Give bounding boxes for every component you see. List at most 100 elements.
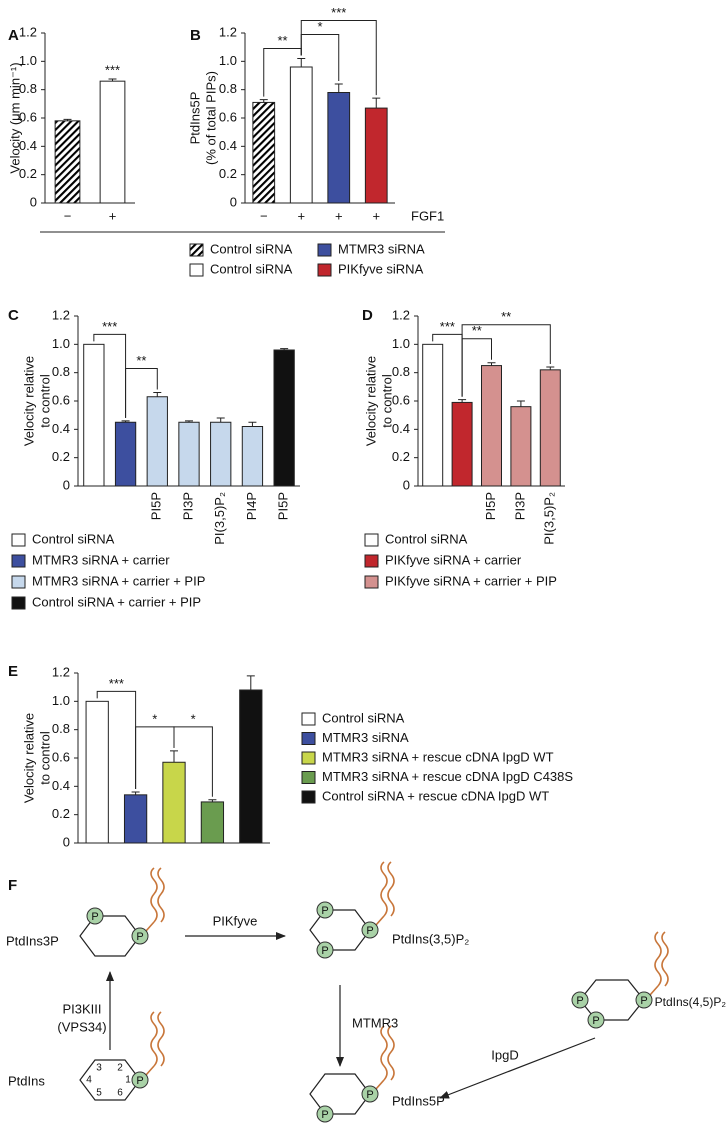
phosphate [131, 1071, 149, 1089]
y-tick-label: 1.2 [52, 307, 70, 322]
y-tick-label: 0.6 [19, 109, 37, 124]
legend-label: PIKfyve siRNA + carrier [385, 552, 522, 567]
y-tick-label: 0.8 [52, 364, 70, 379]
phosphate-label: P [136, 1075, 143, 1087]
lipid-tail [661, 931, 669, 987]
phosphate [131, 927, 149, 945]
y-tick-label: 0.6 [392, 392, 410, 407]
y-tick-label: 0.8 [392, 364, 410, 379]
lipid-tail [380, 1025, 388, 1081]
legend-swatch [317, 243, 332, 257]
legend-label: Control siRNA + carrier + PIP [32, 594, 201, 609]
enzyme-label: PIKfyve [213, 913, 258, 928]
significance: *** [109, 676, 124, 691]
lipid-tail [387, 861, 395, 917]
bar [273, 349, 295, 487]
x-axis-label: FGF1 [411, 208, 444, 223]
error-bar [246, 675, 255, 690]
panel-letter: B [190, 27, 201, 44]
enzyme-label: (VPS34) [57, 1019, 106, 1034]
legend-swatch [189, 263, 204, 277]
x-tick-label: + [335, 208, 343, 223]
legend-label: Control siRNA [210, 261, 293, 276]
lipid-tail [654, 931, 662, 987]
y-tick-label: 0.4 [19, 138, 37, 153]
y-axis-label: Velocity relative [21, 356, 36, 446]
error-bar [185, 420, 193, 423]
compound-label: PtdIns(4,5)P₂ [655, 995, 727, 1009]
legend-swatch [301, 751, 316, 765]
x-tick-label: PI(3,5)P₂ [542, 492, 557, 545]
y-tick-label: 0 [63, 477, 70, 492]
phosphate [316, 901, 334, 919]
bar [162, 761, 186, 844]
error-bar [63, 118, 72, 121]
y-axis-label: Velocity relative [21, 713, 36, 803]
phosphate [361, 921, 379, 939]
bar [451, 401, 473, 487]
x-tick-label: − [260, 208, 268, 223]
bar [200, 801, 225, 844]
y-tick-label: 0.4 [52, 778, 70, 793]
significance: *** [105, 62, 120, 77]
y-tick-label: 0.2 [392, 449, 410, 464]
error-bar [216, 417, 225, 423]
y-tick-label: 0.2 [52, 806, 70, 821]
error-bar [280, 348, 289, 350]
linker [649, 985, 659, 996]
phosphate [635, 991, 653, 1009]
legend-swatch [301, 712, 316, 726]
y-axis-label: PtdIns5P [187, 92, 202, 145]
bar [364, 107, 388, 204]
y-tick-label: 0 [30, 194, 37, 209]
compound-label: PtdIns [8, 1073, 45, 1088]
phosphate-label: P [640, 995, 647, 1007]
error-bar [208, 799, 217, 802]
bar [146, 396, 168, 487]
bar [539, 369, 561, 487]
y-tick-label: 0.2 [219, 166, 237, 181]
bar [327, 92, 351, 204]
y-tick-label: 0.8 [52, 721, 70, 736]
y-axis-label: to control [37, 374, 52, 428]
lipid-tail [157, 1011, 165, 1067]
x-tick-label: PI5P [483, 492, 498, 520]
legend-swatch [317, 263, 332, 277]
enzyme-label: PI3KIII [62, 1001, 101, 1016]
y-tick-label: 1.0 [219, 53, 237, 68]
significance-bracket [125, 368, 158, 418]
phosphate [587, 1011, 605, 1029]
error-bar [546, 366, 555, 370]
legend-label: Control siRNA [32, 531, 115, 546]
x-tick-label: PI5P [276, 492, 291, 520]
bar [99, 80, 126, 204]
legend-label: Control siRNA [210, 241, 293, 256]
bar [481, 365, 502, 487]
significance: ** [501, 309, 511, 324]
panel-letter: F [8, 877, 17, 894]
y-tick-label: 0.4 [392, 421, 410, 436]
phosphate-label: P [592, 1015, 599, 1027]
legend-label: MTMR3 siRNA + carrier + PIP [32, 573, 205, 588]
error-bar [334, 83, 343, 93]
significance: *** [440, 319, 455, 334]
legend-label: MTMR3 siRNA + carrier [32, 552, 170, 567]
y-tick-label: 0 [230, 194, 237, 209]
legend-swatch [301, 790, 316, 804]
bar [252, 101, 276, 204]
significance-bracket [461, 324, 551, 397]
phosphate-label: P [91, 911, 98, 923]
y-tick-label: 0.6 [52, 392, 70, 407]
significance: * [152, 711, 157, 726]
y-tick-label: 0.4 [219, 138, 237, 153]
phosphate [316, 941, 334, 959]
phosphate [316, 1105, 334, 1123]
significance-bracket [173, 726, 213, 797]
significance-bracket [300, 20, 377, 96]
x-tick-label: PI5P [149, 492, 164, 520]
significance: *** [102, 319, 117, 334]
ring [579, 979, 645, 1021]
legend-swatch [11, 554, 26, 568]
phosphate [86, 907, 104, 925]
